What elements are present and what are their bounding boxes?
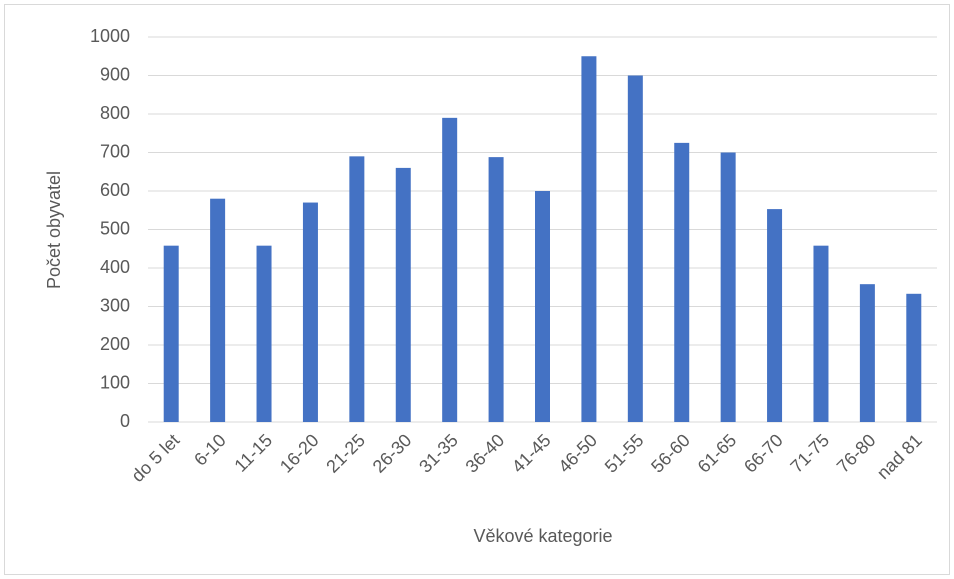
bar [720, 152, 736, 422]
bar [813, 245, 829, 422]
bar [210, 198, 226, 422]
y-tick-label: 200 [100, 334, 130, 354]
bar [535, 191, 550, 422]
bar [256, 245, 272, 422]
y-tick-label: 300 [100, 295, 130, 315]
bar [859, 284, 875, 422]
y-tick-label: 900 [100, 64, 130, 84]
y-tick-label: 800 [100, 103, 130, 123]
y-tick-label: 700 [100, 141, 130, 161]
bar [627, 75, 643, 422]
y-tick-label: 1000 [90, 26, 130, 46]
bar [674, 142, 690, 422]
y-tick-label: 100 [100, 372, 130, 392]
chart-frame [4, 4, 950, 575]
bar [906, 293, 922, 422]
bar [581, 56, 597, 422]
y-tick-label: 0 [120, 411, 130, 431]
bar [395, 167, 411, 422]
y-tick-label: 400 [100, 257, 130, 277]
bar [349, 156, 365, 422]
bar [442, 117, 458, 422]
bar [767, 209, 783, 422]
bar [488, 157, 504, 422]
y-axis-title: Počet obyvatel [44, 171, 64, 289]
bar [163, 245, 179, 422]
y-tick-label: 500 [100, 218, 130, 238]
bar [302, 202, 318, 422]
y-tick-label: 600 [100, 180, 130, 200]
x-axis-title: Věkové kategorie [473, 526, 612, 546]
